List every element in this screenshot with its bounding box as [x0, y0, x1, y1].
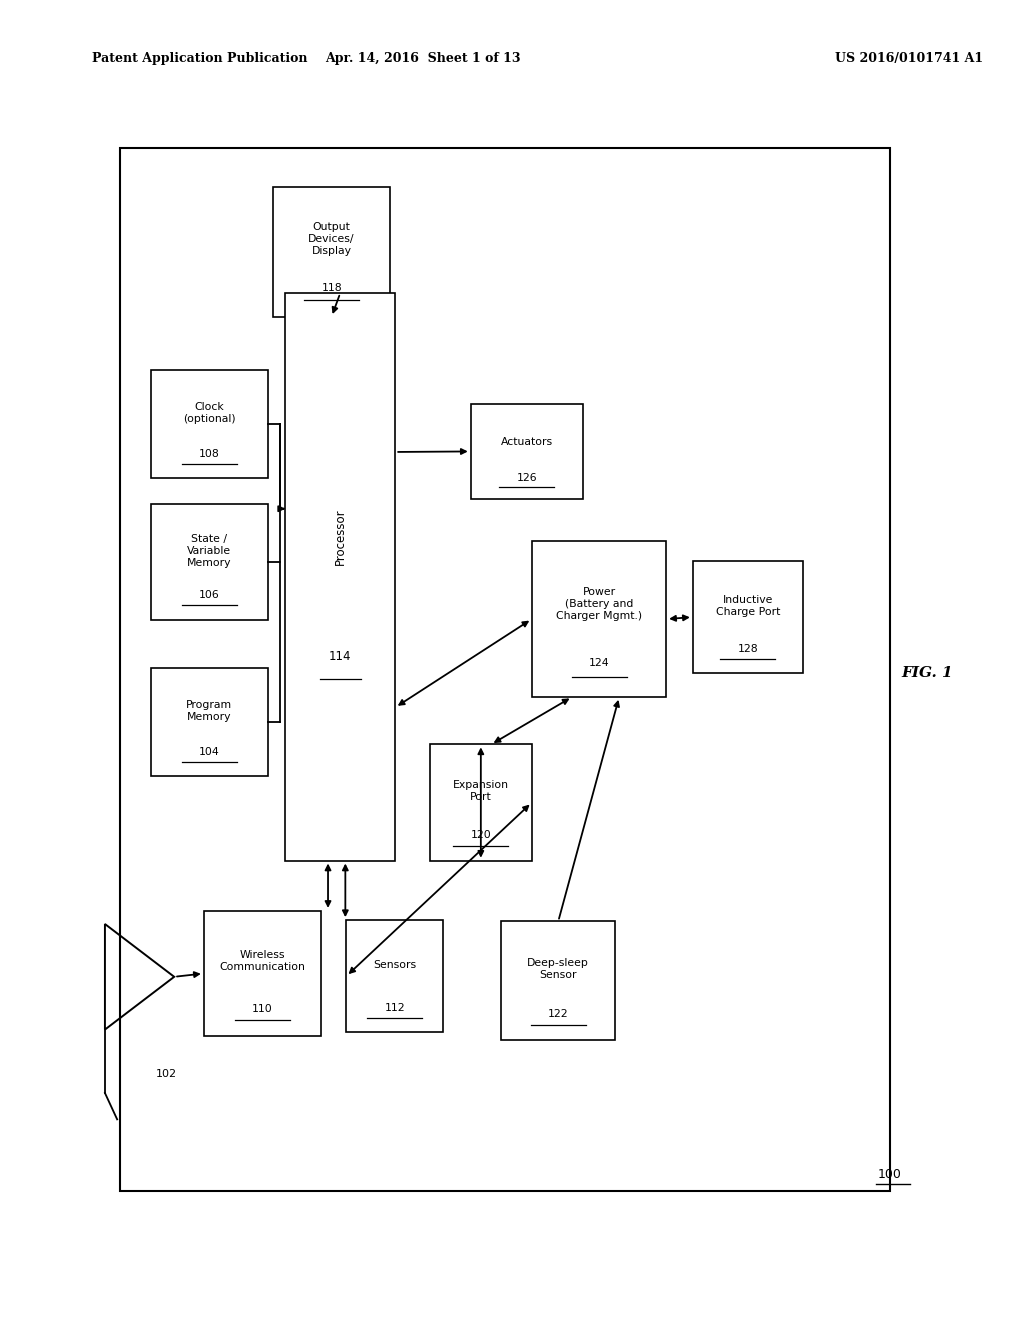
Text: State /
Variable
Memory: State / Variable Memory	[187, 533, 231, 568]
Text: 106: 106	[199, 590, 220, 599]
Text: 112: 112	[384, 1003, 406, 1012]
Text: Apr. 14, 2016  Sheet 1 of 13: Apr. 14, 2016 Sheet 1 of 13	[325, 51, 520, 65]
Text: Power
(Battery and
Charger Mgmt.): Power (Battery and Charger Mgmt.)	[556, 586, 642, 620]
Text: Expansion
Port: Expansion Port	[453, 780, 509, 803]
Bar	[286, 293, 395, 861]
Text: 124: 124	[589, 657, 609, 668]
Bar	[471, 404, 583, 499]
Text: Patent Application Publication: Patent Application Publication	[92, 51, 307, 65]
Text: 110: 110	[252, 1003, 272, 1014]
Text: 118: 118	[322, 284, 342, 293]
Text: Clock
(optional): Clock (optional)	[183, 401, 236, 424]
Text: Processor: Processor	[334, 508, 347, 565]
Text: US 2016/0101741 A1: US 2016/0101741 A1	[836, 51, 983, 65]
Text: Wireless
Communication: Wireless Communication	[219, 950, 305, 972]
Bar	[346, 920, 443, 1032]
Text: 114: 114	[329, 649, 351, 663]
Text: 128: 128	[737, 644, 758, 653]
Bar	[151, 668, 268, 776]
Bar	[120, 148, 890, 1191]
Bar	[273, 187, 390, 317]
Text: 120: 120	[470, 830, 492, 840]
Text: Actuators: Actuators	[501, 437, 553, 447]
Text: 100: 100	[879, 1168, 902, 1181]
Text: Inductive
Charge Port: Inductive Charge Port	[716, 595, 780, 616]
Text: FIG. 1: FIG. 1	[901, 667, 953, 680]
Bar	[501, 921, 615, 1040]
Text: Sensors: Sensors	[373, 960, 417, 970]
Bar	[531, 541, 667, 697]
Text: 102: 102	[156, 1069, 177, 1080]
Text: 104: 104	[199, 747, 220, 758]
Text: Deep-sleep
Sensor: Deep-sleep Sensor	[527, 958, 589, 979]
Text: 108: 108	[199, 449, 220, 459]
Text: Output
Devices/
Display: Output Devices/ Display	[308, 222, 355, 256]
Bar	[151, 504, 268, 620]
Text: Program
Memory: Program Memory	[186, 700, 232, 722]
Text: 126: 126	[516, 473, 537, 483]
Bar	[430, 744, 531, 861]
Bar	[151, 370, 268, 478]
Bar	[692, 561, 803, 673]
Text: 122: 122	[548, 1008, 568, 1019]
Bar	[204, 911, 321, 1036]
